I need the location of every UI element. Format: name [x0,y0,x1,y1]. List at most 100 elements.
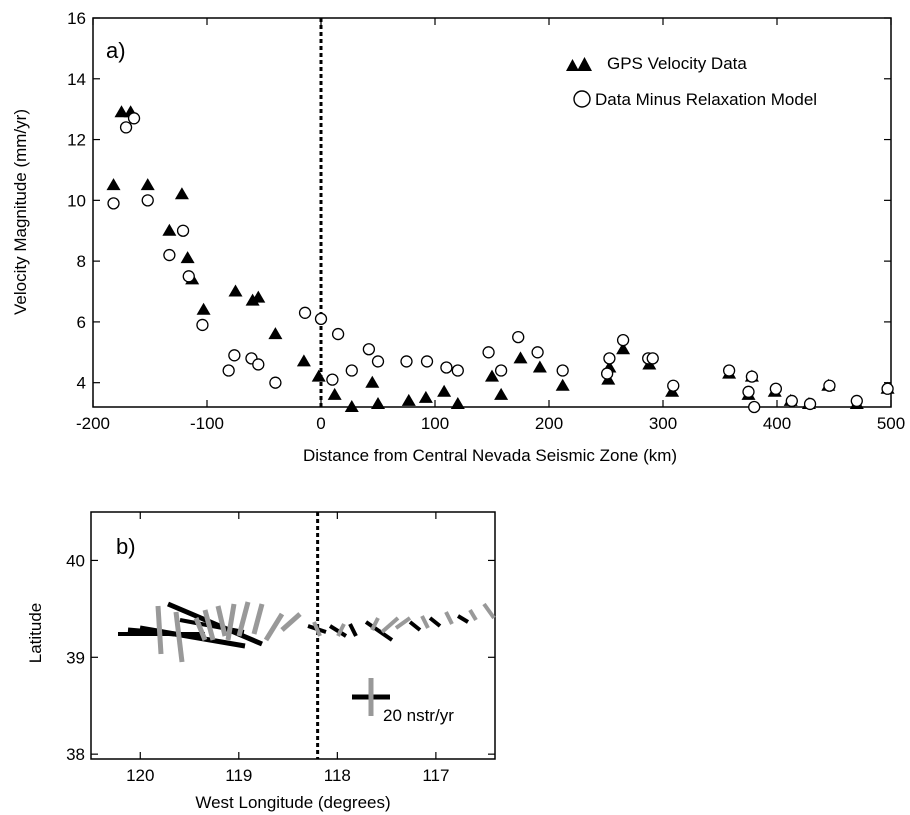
y-tick-label: 16 [67,9,86,28]
gps-point [180,251,195,264]
legend-triangle-marker [566,59,579,71]
strain-bar [348,623,358,637]
model-point [119,121,133,134]
gps-point [174,187,189,200]
model-point [326,373,339,386]
model-point [182,270,195,283]
strain-bar [468,608,478,622]
model-point [785,394,798,408]
gps-point [555,378,570,391]
model-point [314,312,328,326]
legend-triangle-marker-shape [577,57,592,71]
model-point [722,364,736,377]
gps-point [228,284,243,297]
model-point [742,385,755,398]
strain-bar [263,612,285,642]
y-tick-label: 38 [66,745,85,764]
gps-point [296,354,311,367]
model-point [298,306,312,319]
legend-circle-marker [573,90,591,108]
model-point [440,361,453,374]
x-tick-label: 100 [421,414,449,433]
relaxation-model-series [107,112,894,414]
gps-point [532,360,547,373]
legend-label-gps: GPS Velocity Data [607,54,747,73]
panel-a: -200 -100 0 100 200 300 400 500 4 6 8 10 12 14 16 a) G… [11,9,905,465]
strain-bar [394,616,412,630]
strain-bar [202,609,216,641]
legend: GPS Velocity Data Data Minus Relaxation … [566,54,817,109]
strain-bar [251,603,265,635]
model-point [603,352,616,365]
strain-bar [225,603,237,641]
strain-bar [420,615,430,629]
x-tick-label: 400 [763,414,791,433]
strain-bar [280,612,302,632]
gps-point [418,390,433,403]
model-point [345,364,358,377]
x-tick-label: 118 [324,766,351,785]
model-point [127,112,141,125]
gps-point [327,387,342,400]
scale-label: 20 nstr/yr [383,706,454,725]
x-tick-label: 119 [225,766,252,785]
strain-bar [173,611,185,663]
x-tick-label: 0 [316,414,325,433]
panel-b-frame [90,511,496,760]
strain-bar [179,618,245,634]
model-point [107,197,120,210]
model-point [163,248,176,262]
strain-bar [193,617,208,641]
panel-a-frame [92,17,892,408]
model-point [176,224,190,237]
model-point [556,364,569,377]
y-tick-label: 8 [77,252,86,271]
panel-b-xlabel: West Longitude (degrees) [195,793,390,812]
model-point [400,355,413,368]
model-point [252,358,265,371]
model-point [748,400,761,414]
y-tick-label: 6 [77,313,86,332]
panel-a-xlabel: Distance from Central Nevada Seismic Zon… [303,446,677,465]
strain-bar [336,623,346,637]
model-point [531,346,544,359]
gps-point [365,375,380,388]
model-point [745,370,759,383]
strain-bar [215,605,228,637]
gps-point [616,342,631,355]
strain-bar [236,601,251,637]
gps-point [268,327,283,340]
gps-point [114,105,129,118]
gps-point [245,293,260,306]
x-tick-label: 300 [649,414,677,433]
y-tick-label: 39 [66,648,85,667]
panel-b-ylabel: Latitude [26,603,45,664]
model-point [451,364,464,377]
model-point [420,355,434,368]
gps-point [106,178,121,191]
model-point [494,364,508,377]
model-point [850,394,863,408]
x-tick-label: 200 [535,414,563,433]
x-tick-label: 117 [422,766,449,785]
legend-label-model: Data Minus Relaxation Model [595,90,817,109]
model-point [667,379,680,392]
x-tick-label: -100 [190,414,224,433]
gps-point [140,178,155,191]
panel-a-ticks: -200 -100 0 100 200 300 400 500 4 6 8 10 12 14 16 [67,9,905,433]
gps-point [437,384,452,397]
gps-point [196,302,211,315]
model-point [222,364,235,377]
y-tick-label: 12 [67,131,86,150]
model-point [769,382,783,395]
strain-bar [312,621,322,637]
model-point [482,346,495,359]
model-point [371,355,385,368]
model-point [331,327,345,341]
model-point [646,352,659,365]
gps-point [162,223,177,236]
model-point [616,333,630,347]
strain-bar [380,616,400,634]
gps-point [371,396,385,409]
